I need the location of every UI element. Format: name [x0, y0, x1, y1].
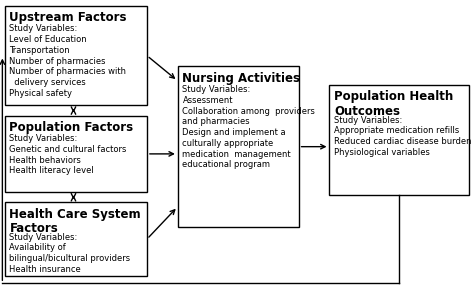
- Text: Population Factors: Population Factors: [9, 121, 134, 134]
- Text: Study Variables:
Assessment
Collaboration among  providers
and pharmacies
Design: Study Variables: Assessment Collaboratio…: [182, 85, 315, 169]
- Text: Study Variables:
Level of Education
Transportation
Number of pharmacies
Number o: Study Variables: Level of Education Tran…: [9, 24, 127, 98]
- Text: Population Health
Outcomes: Population Health Outcomes: [334, 90, 454, 118]
- Text: Nursing Activities: Nursing Activities: [182, 72, 301, 85]
- Text: Health Care System
Factors: Health Care System Factors: [9, 208, 141, 235]
- Bar: [178, 66, 299, 227]
- Bar: [5, 6, 147, 105]
- Text: Upstream Factors: Upstream Factors: [9, 11, 127, 24]
- Text: Study Variables:
Availability of
bilingual/bicultural providers
Health insurance: Study Variables: Availability of bilingu…: [9, 233, 131, 274]
- Bar: [329, 85, 469, 195]
- Text: Study Variables:
Genetic and cultural factors
Health behaviors
Health literacy l: Study Variables: Genetic and cultural fa…: [9, 134, 127, 175]
- Bar: [5, 116, 147, 192]
- Bar: [5, 202, 147, 276]
- Text: Study Variables:
Appropriate medication refills
Reduced cardiac disease burden
P: Study Variables: Appropriate medication …: [334, 116, 472, 157]
